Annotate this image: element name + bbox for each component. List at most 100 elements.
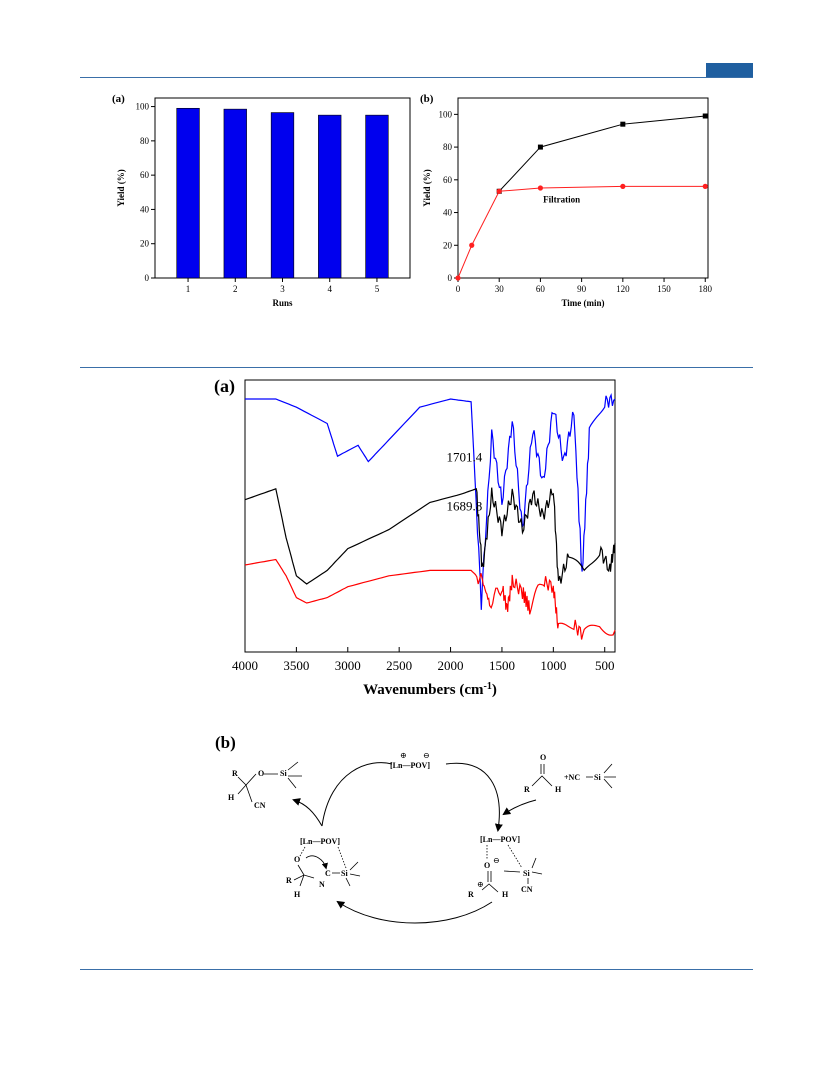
- scheme-charge-plus: ⊕: [400, 751, 407, 760]
- header-rule: [80, 77, 753, 78]
- footer-rule: [80, 969, 753, 970]
- product-si: Si: [280, 769, 287, 778]
- x-tick-label: 0: [456, 284, 461, 294]
- series-point-circle: [620, 183, 626, 189]
- series-point-square: [702, 113, 708, 119]
- scheme-catalyst-top: [Ln—POV]: [390, 761, 430, 770]
- x-tick-label: 2000: [438, 658, 464, 673]
- x-tick-label: 5: [375, 284, 380, 294]
- x-tick-label: 1500: [489, 658, 515, 673]
- x-tick-label: 3500: [283, 658, 309, 673]
- series-line-1: [457, 185, 706, 279]
- product-r: R: [232, 769, 238, 778]
- bar-run-3: [270, 112, 295, 279]
- series-point-circle: [496, 188, 502, 194]
- ir-series-2: [244, 558, 616, 640]
- scheme-intermediate-right: [Ln—POV] O ⊖ Si CN ⊕ R H: [468, 835, 543, 899]
- int-right-plus: ⊕: [477, 880, 484, 889]
- y-tick-label: 40: [443, 208, 453, 218]
- filtration-annotation: Filtration: [543, 195, 580, 205]
- x-tick-label: 4000: [232, 658, 258, 673]
- int-left-si: Si: [341, 869, 348, 878]
- ir-panel-label: (a): [214, 376, 235, 397]
- y-axis-title: Yield (%): [422, 169, 432, 206]
- header-accent-tab: [706, 63, 753, 78]
- int-left-c: C: [325, 869, 331, 878]
- x-axis-title: Time (min): [561, 298, 604, 308]
- series-point-circle: [537, 185, 544, 191]
- bar-run-2: [223, 108, 247, 279]
- int-left-h: H: [294, 890, 301, 899]
- panel-a-label: (a): [112, 93, 125, 105]
- series-point-square: [620, 121, 626, 127]
- series-point-circle: [469, 242, 475, 248]
- x-tick-label: 1000: [540, 658, 566, 673]
- int-right-h: H: [502, 890, 509, 899]
- int-right-cn: CN: [521, 885, 533, 894]
- line-chart-time: (b) 0 30 60 90 120 150 180 0 20 40 60 80 100 Filtratio…: [420, 93, 713, 308]
- y-tick-label: 100: [136, 102, 150, 112]
- y-tick-label: 60: [443, 175, 453, 185]
- product-cn: CN: [254, 801, 266, 810]
- bar-run-5: [365, 114, 389, 279]
- x-tick-label: 120: [616, 284, 630, 294]
- bar-run-1: [176, 107, 200, 279]
- x-tick-label: 3: [280, 284, 285, 294]
- int-left-n: N: [319, 880, 325, 889]
- int-right-minus: ⊖: [493, 856, 500, 865]
- catalytic-cycle-scheme: (b) ⊕ ⊖ [Ln—POV] R O Si H CN O R H +NC S…: [215, 733, 616, 924]
- ir-series-0: [245, 392, 616, 610]
- ir-series-1: [244, 487, 616, 585]
- x-tick-label: 60: [536, 284, 546, 294]
- scheme-reagents: O R H +NC Si: [524, 753, 616, 794]
- int-right-o: O: [484, 861, 490, 870]
- scheme-panel-label: (b): [215, 733, 236, 752]
- reagent-nc: +NC: [564, 773, 580, 782]
- x-tick-label: 500: [595, 658, 615, 673]
- series-point-circle: [702, 183, 708, 189]
- line-plot-frame: [457, 97, 709, 279]
- x-tick-label: 4: [327, 284, 332, 294]
- reagent-si: Si: [594, 773, 601, 782]
- y-tick-label: 60: [140, 170, 150, 180]
- x-tick-label: 30: [495, 284, 505, 294]
- x-tick-label: 2: [233, 284, 238, 294]
- scheme-charge-minus: ⊖: [423, 751, 430, 760]
- series-line-0: [498, 115, 706, 192]
- series-point-square: [537, 144, 543, 150]
- ir-x-axis-title: Wavenumbers (cm-1): [363, 681, 497, 699]
- panel-b-label: (b): [420, 93, 434, 105]
- x-tick-label: 1: [186, 284, 191, 294]
- x-tick-label: 3000: [335, 658, 361, 673]
- y-tick-label: 0: [448, 273, 453, 283]
- series-point-circle: [455, 275, 461, 281]
- x-tick-label: 150: [657, 284, 671, 294]
- ir-spectrum-chart: (a) 4000 3500 3000 2500 2000 1500 1000 500 1701.4…: [214, 376, 616, 699]
- reagent-r: R: [524, 785, 530, 794]
- int-right-r: R: [468, 890, 474, 899]
- int-left-r: R: [286, 876, 292, 885]
- scheme-intermediate-left: [Ln—POV] O C N Si R H: [286, 837, 361, 899]
- ir-plot-frame: [244, 379, 616, 653]
- peak-label-1689: 1689.8: [446, 499, 482, 514]
- bar-run-4: [318, 114, 342, 279]
- y-axis-title: Yield (%): [116, 169, 126, 206]
- int-left-o: O: [294, 855, 300, 864]
- x-axis-title: Runs: [272, 298, 293, 308]
- section-rule: [80, 367, 753, 368]
- scheme-product: R O Si H CN: [228, 761, 302, 810]
- int-right-si: Si: [523, 869, 530, 878]
- int-left-catalyst: [Ln—POV]: [300, 837, 340, 846]
- x-tick-label: 2500: [386, 658, 412, 673]
- y-tick-label: 40: [140, 204, 150, 214]
- reagent-o: O: [540, 753, 546, 762]
- y-tick-label: 20: [140, 239, 150, 249]
- bar-chart-runs: (a) 1 2 3 4 5 0 20 40 60 80 100 Runs Yield (%): [112, 93, 411, 308]
- y-tick-label: 80: [140, 136, 150, 146]
- x-tick-label: 180: [699, 284, 713, 294]
- reagent-h: H: [555, 785, 562, 794]
- int-right-catalyst: [Ln—POV]: [480, 835, 520, 844]
- y-tick-label: 100: [439, 109, 453, 119]
- y-tick-label: 80: [443, 142, 453, 152]
- peak-label-1701: 1701.4: [446, 450, 482, 465]
